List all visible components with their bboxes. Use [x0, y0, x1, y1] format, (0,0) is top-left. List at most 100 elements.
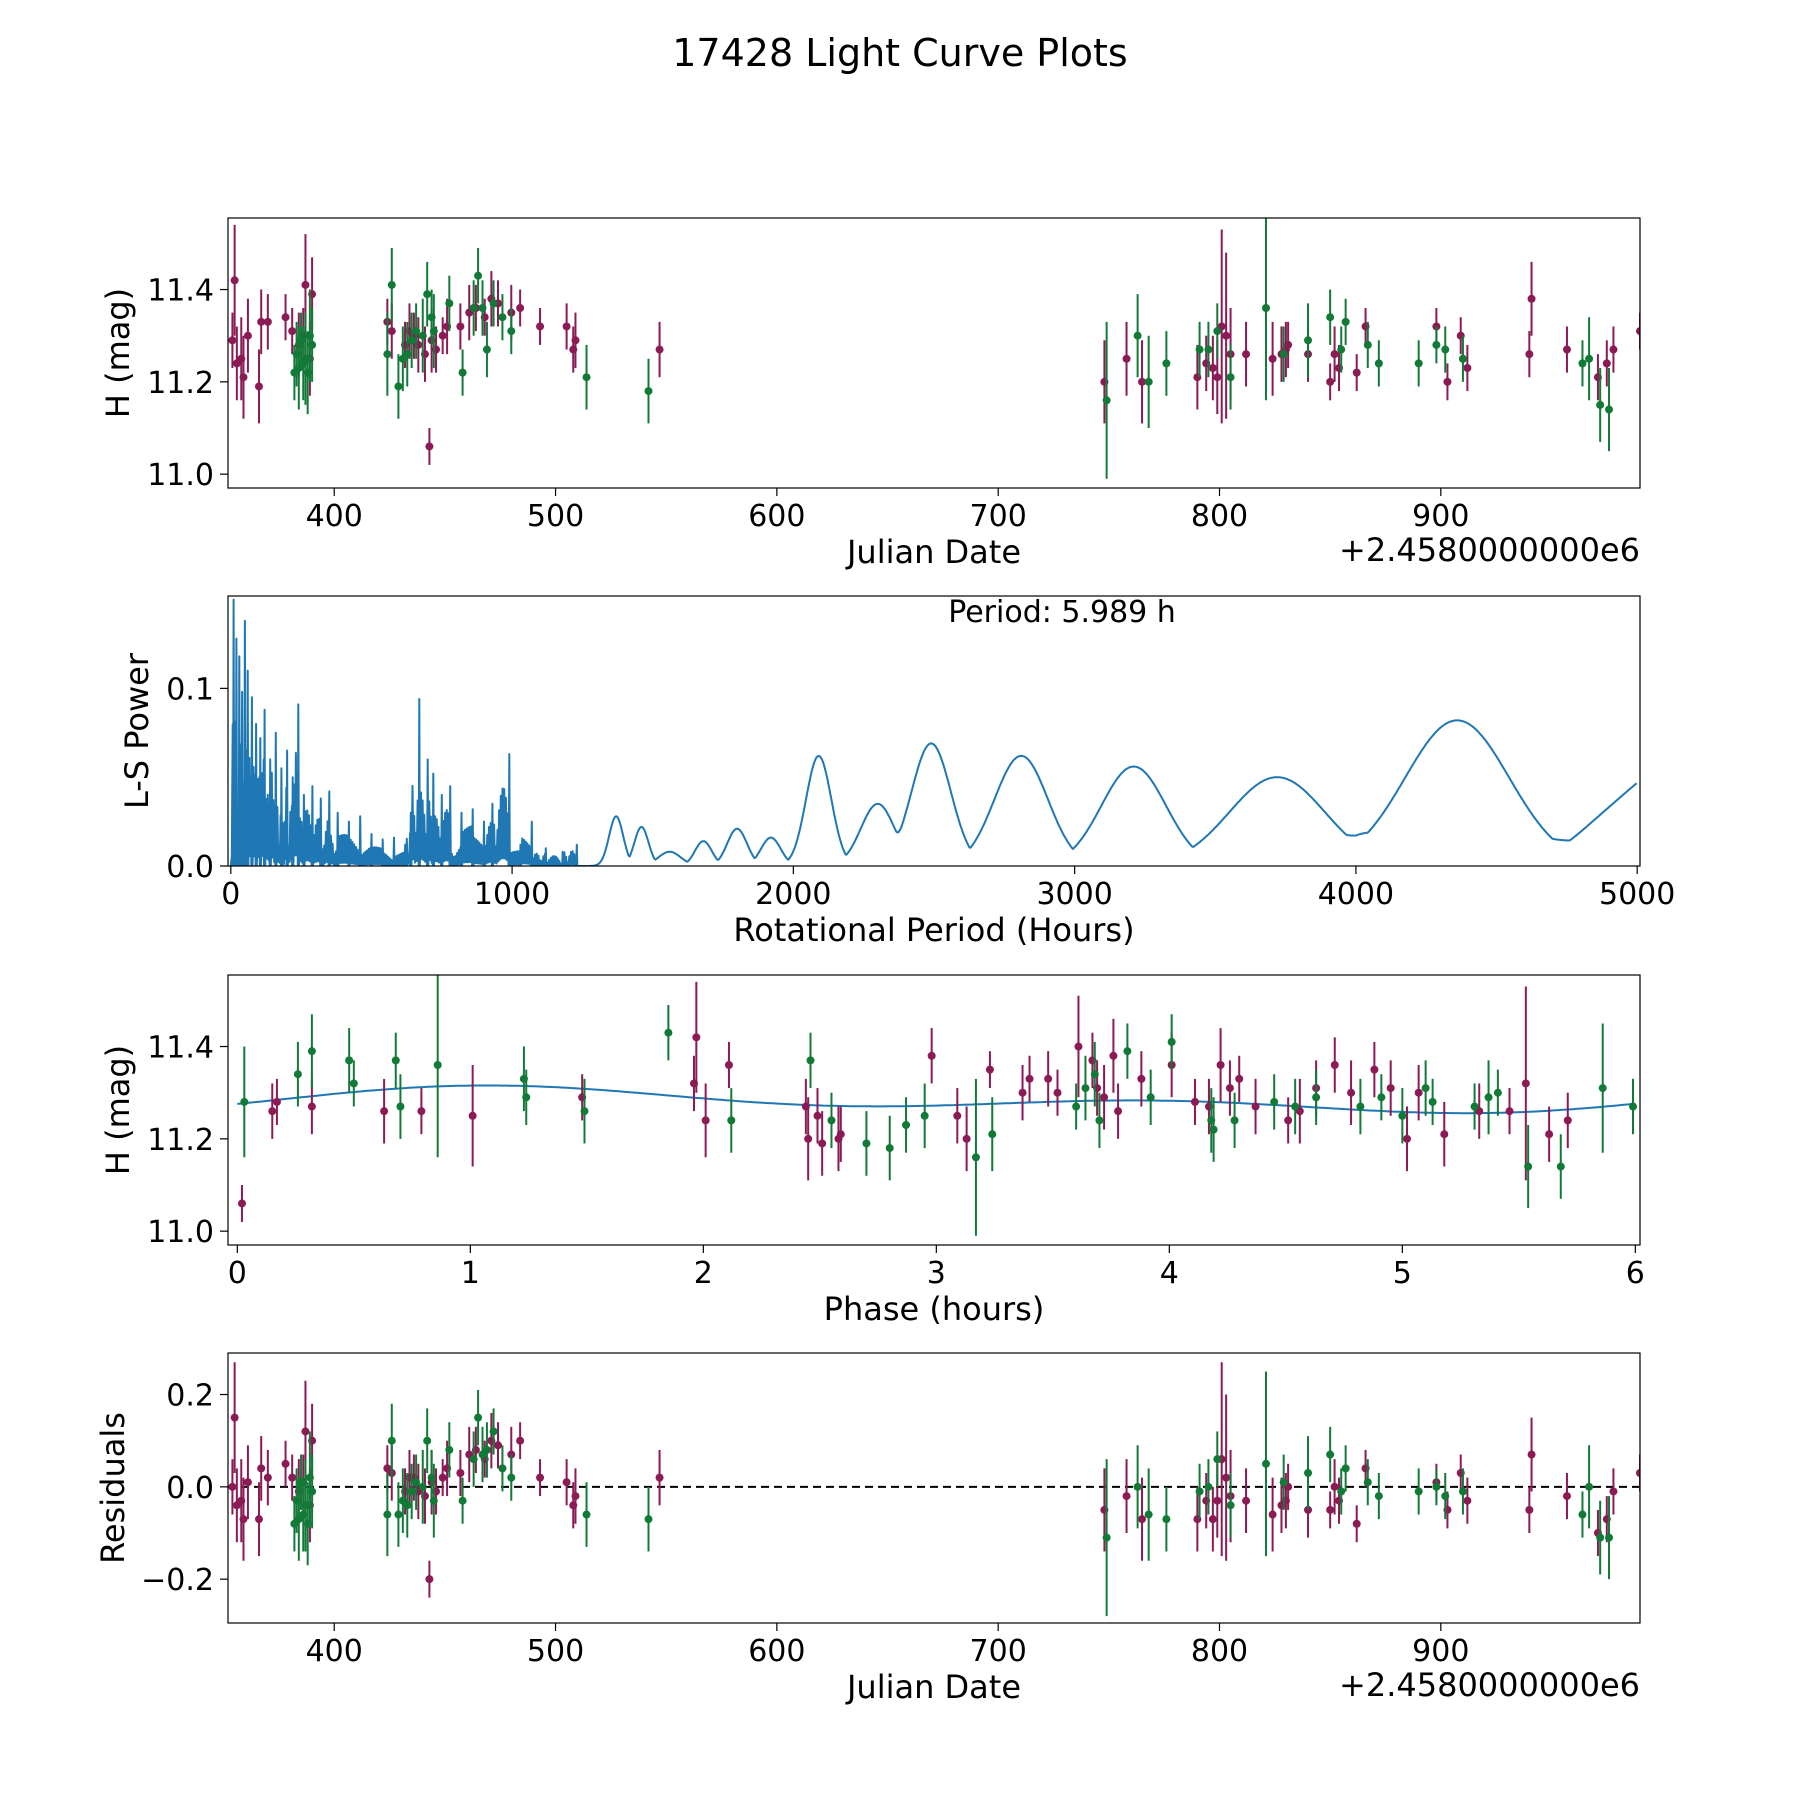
data-point	[288, 327, 297, 336]
periodogram-x-tick-label: 3000	[1036, 877, 1112, 912]
data-point	[1636, 327, 1640, 336]
light-curve-y-tick-label: 11.4	[147, 274, 214, 309]
periodogram-ticks: 0 1000 2000 3000 4000 5000 0.0 0.1	[166, 672, 1675, 912]
data-point	[418, 331, 427, 340]
data-point	[1521, 1079, 1530, 1088]
periodogram-power-curve	[229, 598, 1638, 866]
data-point	[1204, 1482, 1213, 1491]
periodogram-x-tick-label: 1000	[474, 877, 550, 912]
data-point	[1326, 1450, 1335, 1459]
data-point	[1138, 377, 1147, 386]
data-point	[1102, 1533, 1111, 1542]
residuals-x-tick-label: 400	[306, 1634, 363, 1669]
data-point	[1216, 1061, 1225, 1069]
data-point	[307, 1102, 316, 1111]
periodogram-y-tick-label: 0.0	[166, 850, 214, 885]
data-point	[1484, 1093, 1493, 1102]
data-point	[692, 1033, 701, 1042]
data-point	[1312, 1093, 1321, 1102]
data-point	[1585, 1482, 1594, 1491]
data-point	[391, 1056, 400, 1065]
data-point	[1261, 304, 1270, 312]
data-point	[1208, 364, 1217, 372]
data-point	[582, 1510, 591, 1519]
data-point	[1226, 1501, 1235, 1510]
data-point	[1222, 1473, 1231, 1482]
data-point	[1527, 294, 1536, 303]
data-point	[813, 1111, 822, 1120]
data-point	[1374, 1492, 1383, 1501]
data-point	[1326, 313, 1335, 322]
data-point	[862, 1139, 871, 1148]
data-point	[1421, 1084, 1430, 1093]
data-point	[902, 1121, 911, 1129]
data-point	[1341, 1464, 1350, 1473]
data-point	[1109, 1051, 1118, 1060]
data-point	[308, 340, 317, 349]
data-point	[1414, 1487, 1423, 1496]
data-point	[562, 1478, 571, 1487]
residuals-y-tick-label: 0.2	[166, 1379, 214, 1414]
data-point	[407, 1487, 416, 1496]
data-point	[1213, 1455, 1222, 1464]
data-point	[240, 1097, 249, 1106]
periodogram-panel: 0 1000 2000 3000 4000 5000 0.0 0.1 Period: 5.98…	[118, 595, 1675, 949]
data-point	[1458, 1487, 1467, 1496]
light-curve-ticks: 400 500 600 700 800 900 11.0 11.2 11.4	[147, 274, 1469, 534]
data-point	[1279, 350, 1288, 359]
data-point	[1414, 359, 1423, 368]
data-point	[1133, 331, 1142, 340]
phased-curve-ticks: 0 1 2 3 4 5 6 11.0 11.2 11.4	[147, 1031, 1645, 1291]
data-point	[1585, 354, 1594, 363]
phased-curve-y-axis-label: H (mag)	[99, 1045, 137, 1175]
data-point	[1284, 1116, 1293, 1125]
data-point	[458, 1496, 467, 1505]
data-point	[1493, 1088, 1502, 1097]
light-curve-x-axis-label: Julian Date	[845, 533, 1021, 571]
data-point	[1304, 336, 1313, 345]
data-point	[494, 1441, 503, 1450]
data-point	[417, 1107, 426, 1116]
data-point	[383, 1510, 392, 1519]
data-point	[239, 1515, 248, 1524]
data-point	[1095, 1116, 1104, 1125]
data-point	[412, 327, 421, 336]
data-point	[1081, 1084, 1090, 1093]
data-point	[243, 331, 252, 340]
residuals-axes-frame	[227, 1352, 1641, 1624]
data-point	[407, 336, 416, 345]
data-point	[1527, 1450, 1536, 1459]
residuals-x-tick-label: 800	[1191, 1634, 1248, 1669]
data-point	[1596, 400, 1605, 409]
data-point	[1326, 1505, 1335, 1514]
data-point	[1370, 1065, 1379, 1074]
data-point	[1213, 1496, 1222, 1505]
data-point	[1563, 1116, 1572, 1125]
data-point	[228, 336, 237, 345]
phased-curve-plot-area	[237, 975, 1638, 1236]
phased-curve-axes-frame	[227, 974, 1641, 1246]
data-point	[498, 1464, 507, 1473]
periodogram-x-tick-label: 0	[221, 877, 240, 912]
data-point	[1609, 1487, 1618, 1496]
data-point	[387, 280, 396, 289]
light-curve-x-tick-label: 500	[527, 499, 584, 534]
data-point	[1443, 377, 1452, 386]
data-point	[1102, 396, 1111, 405]
data-point	[1458, 354, 1467, 363]
data-point	[1208, 1515, 1217, 1524]
data-point	[1363, 1478, 1372, 1487]
light-curve-x-offset-label: +2.4580000000e6	[1339, 531, 1640, 569]
data-point	[920, 1111, 929, 1120]
data-point	[1291, 1102, 1300, 1111]
data-point	[1525, 1505, 1534, 1514]
data-point	[1268, 1510, 1277, 1519]
light-curve-axes-frame	[227, 217, 1641, 489]
data-point	[438, 1473, 447, 1482]
residuals-x-tick-label: 500	[527, 1634, 584, 1669]
data-point	[1195, 345, 1204, 354]
light-curve-y-axis-label: H (mag)	[99, 288, 137, 418]
data-point	[1432, 1482, 1441, 1491]
data-point	[655, 345, 664, 354]
